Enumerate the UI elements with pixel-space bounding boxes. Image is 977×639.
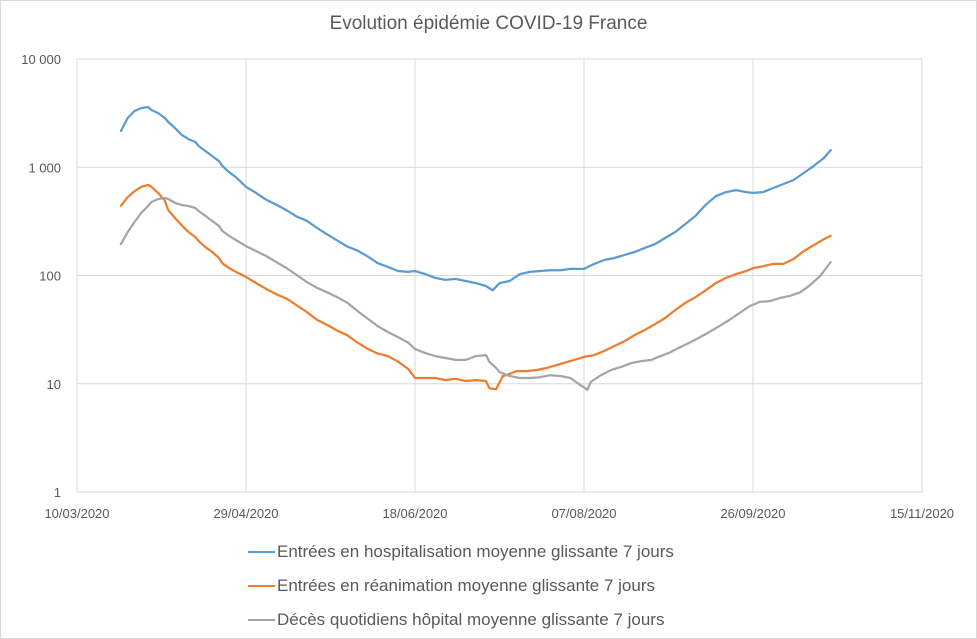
x-axis-ticks: 10/03/2020 29/04/2020 18/06/2020 07/08/2020… [44, 506, 954, 521]
y-tick-label: 1 [54, 485, 61, 500]
legend-label-deces: Décès quotidiens hôpital moyenne glissan… [277, 610, 665, 629]
series-lines [119, 105, 832, 391]
series-line [119, 196, 832, 391]
legend-swatch-deces [248, 619, 275, 621]
series-1 [119, 183, 832, 391]
series-0 [119, 105, 832, 292]
series-line [119, 105, 832, 292]
legend-item-deces: Décès quotidiens hôpital moyenne glissan… [248, 603, 674, 637]
x-tick-label: 07/08/2020 [551, 506, 616, 521]
y-tick-label: 100 [39, 269, 61, 284]
x-tick-label: 15/11/2020 [890, 506, 954, 521]
x-tick-label: 18/06/2020 [382, 506, 447, 521]
x-tick-label: 26/09/2020 [720, 506, 785, 521]
legend-label-reanimation: Entrées en réanimation moyenne glissante… [277, 576, 655, 595]
y-tick-label: 10 000 [21, 52, 61, 67]
legend: Entrées en hospitalisation moyenne gliss… [248, 535, 674, 637]
x-tick-label: 10/03/2020 [44, 506, 109, 521]
legend-item-reanimation: Entrées en réanimation moyenne glissante… [248, 569, 674, 603]
legend-item-hospitalisation: Entrées en hospitalisation moyenne gliss… [248, 535, 674, 569]
series-line [119, 183, 832, 391]
y-axis-ticks: 1 10 100 1 000 10 000 [21, 52, 61, 500]
legend-swatch-reanimation [248, 585, 275, 587]
chart-title: Evolution épidémie COVID-19 France [329, 13, 648, 34]
y-tick-label: 1 000 [28, 160, 61, 175]
y-tick-label: 10 [47, 377, 61, 392]
legend-swatch-hospitalisation [248, 551, 275, 553]
legend-label-hospitalisation: Entrées en hospitalisation moyenne gliss… [277, 542, 674, 561]
gridlines [76, 58, 923, 493]
x-tick-label: 29/04/2020 [213, 506, 278, 521]
series-2 [119, 196, 832, 391]
